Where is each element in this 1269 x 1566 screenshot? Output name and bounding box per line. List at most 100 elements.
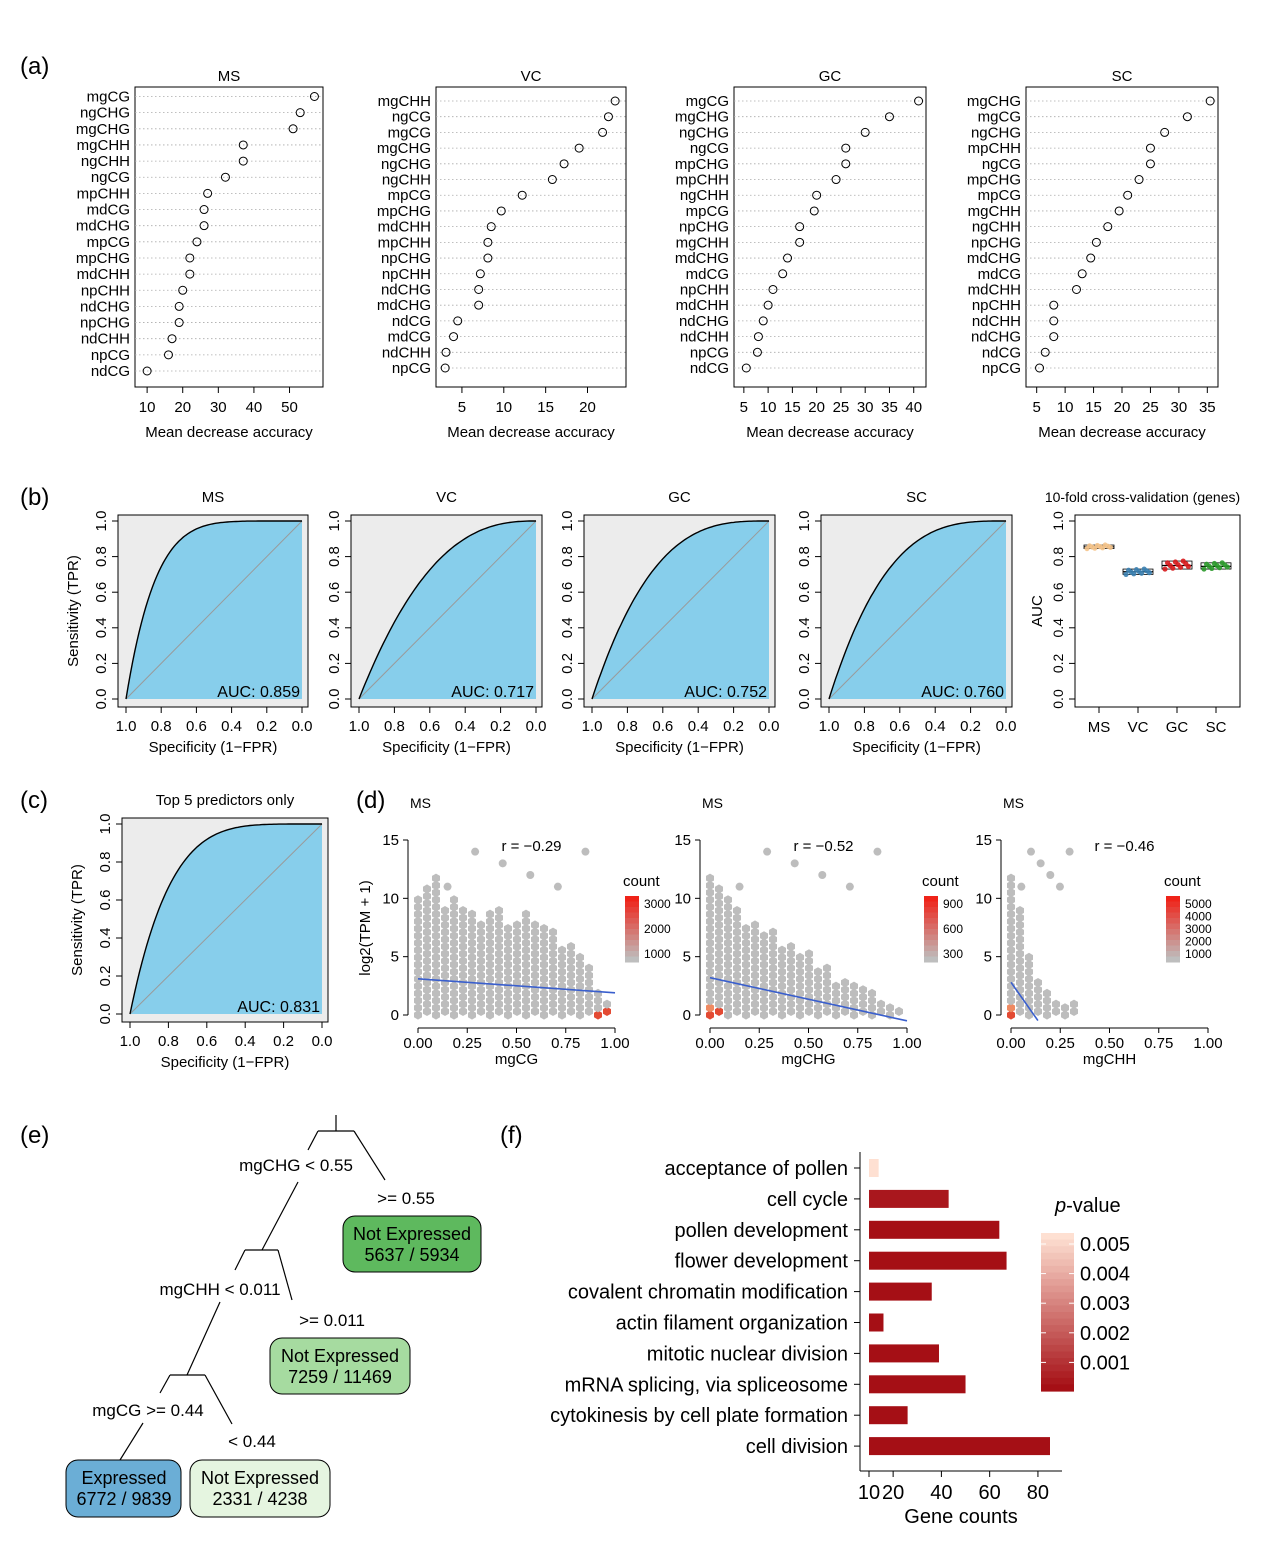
importance-point [884, 112, 894, 122]
hex-bin [423, 906, 431, 916]
hex-bin [531, 992, 539, 1002]
hex-bin [733, 978, 741, 988]
hex-bin [805, 978, 813, 988]
hex-bin [796, 988, 804, 998]
y-tick-label: 0.8 [559, 546, 576, 567]
category-label: mpCHH [77, 185, 130, 202]
hex-bin [742, 952, 750, 962]
hex-bin [1007, 924, 1015, 934]
roc-plot: AUC: 0.831 Top 5 predictors only 1.0 0.8 0.6… [69, 792, 332, 1071]
hex-bin [495, 1006, 503, 1016]
category-label: mgCHH [676, 234, 729, 251]
hex-bin [567, 949, 575, 959]
roc-plot: AUC: 0.752 GC 1.0 0.8 0.6 0.4 0.2 0.0 Specificit… [559, 489, 779, 756]
importance-point [598, 127, 608, 137]
importance-point [517, 190, 527, 200]
x-axis-label: Specificity (1−FPR) [382, 739, 511, 756]
hex-bin [495, 920, 503, 930]
hex-bin [1016, 999, 1024, 1009]
x-tick-label: 0.00 [403, 1035, 432, 1052]
importance-point [1077, 269, 1087, 279]
hex-bin [724, 1010, 732, 1020]
x-tick-label: 0.0 [759, 718, 780, 735]
legend-swatch [1041, 1312, 1074, 1320]
panel-f-go-barplot: acceptance of pollen cell cycle pollen dev… [550, 1152, 1130, 1528]
fold-point [1146, 570, 1152, 576]
hex-bin [1007, 945, 1015, 955]
category-label: mpCHG [76, 250, 130, 267]
hex-bin [814, 967, 822, 977]
legend-swatch [1041, 1298, 1074, 1307]
hex-bin [585, 1006, 593, 1016]
hex-bin [441, 934, 449, 944]
hex-bin [603, 1006, 611, 1016]
hex-bin [1016, 963, 1024, 973]
hex-bin [549, 963, 557, 973]
hex-bin [459, 906, 467, 916]
go-bar [869, 1220, 1000, 1239]
hex-bin [576, 1003, 584, 1013]
hex-bin [495, 992, 503, 1002]
hex-bin [522, 938, 530, 948]
x-tick-label: 0.6 [419, 718, 440, 735]
hex-bin [787, 999, 795, 1009]
hex-bin [423, 999, 431, 1009]
hex-bin [531, 1006, 539, 1016]
hex-bin [432, 996, 440, 1006]
legend-swatch [1041, 1252, 1074, 1260]
hex-bin [778, 952, 786, 962]
y-tick-label: 1.0 [93, 511, 110, 532]
x-axis-label: Specificity (1−FPR) [615, 739, 744, 756]
legend-swatch [1041, 1246, 1074, 1254]
y-axis-label: Sensitivity (TPR) [69, 864, 86, 976]
hex-bin [706, 1003, 714, 1013]
hex-bin [1007, 996, 1015, 1006]
hex-bin [576, 996, 584, 1006]
legend-title: count [623, 873, 661, 890]
legend-swatch [924, 912, 938, 919]
hex-bin [733, 920, 741, 930]
auc-label: AUC: 0.760 [921, 684, 1004, 701]
hex-bin [760, 945, 768, 955]
category-label: npCG [982, 360, 1021, 377]
hex-bin [796, 1010, 804, 1020]
category-label: ngCG [91, 169, 130, 186]
x-tick-label: 15 [1085, 399, 1102, 416]
hex-bin [432, 902, 440, 912]
go-bar [869, 1375, 966, 1394]
hex-bin [423, 942, 431, 952]
x-axis-label: mgCHG [781, 1051, 835, 1068]
x-tick-label: MS [1088, 719, 1111, 736]
roc-plot: AUC: 0.760 SC 1.0 0.8 0.6 0.4 0.2 0.0 Specificit… [796, 489, 1016, 756]
hex-bin [522, 967, 530, 977]
hex-bin [522, 1003, 530, 1013]
x-tick-label: 1.00 [1193, 1035, 1222, 1052]
y-tick-label: 0.2 [1050, 653, 1066, 673]
fold-point [1162, 566, 1168, 572]
importance-point [295, 108, 305, 118]
legend-swatch [924, 951, 938, 957]
hex-bin [742, 1003, 750, 1013]
hex-bin [805, 999, 813, 1009]
legend-swatch [625, 896, 639, 902]
hex-bin [832, 1010, 840, 1020]
y-tick-label: 0.8 [93, 546, 110, 567]
plot-title: VC [521, 68, 542, 85]
hex-bin [706, 888, 714, 898]
category-label: ngCG [690, 140, 729, 157]
legend-swatch [1041, 1285, 1074, 1293]
x-tick-label: 10 [858, 1482, 880, 1504]
go-bar [869, 1159, 879, 1177]
legend-swatch [1166, 929, 1180, 935]
hex-bin [1007, 952, 1015, 962]
legend-swatch [1041, 1305, 1074, 1313]
hex-bin [540, 988, 548, 998]
hex-bin [715, 920, 723, 930]
panel-label-f: (f) [500, 1122, 523, 1149]
hex-bin [724, 960, 732, 970]
category-label: ndCHH [680, 329, 729, 346]
hex-bin [558, 960, 566, 970]
plot-title: VC [436, 489, 457, 506]
hex-bin [414, 902, 422, 912]
hex-bin [504, 996, 512, 1006]
